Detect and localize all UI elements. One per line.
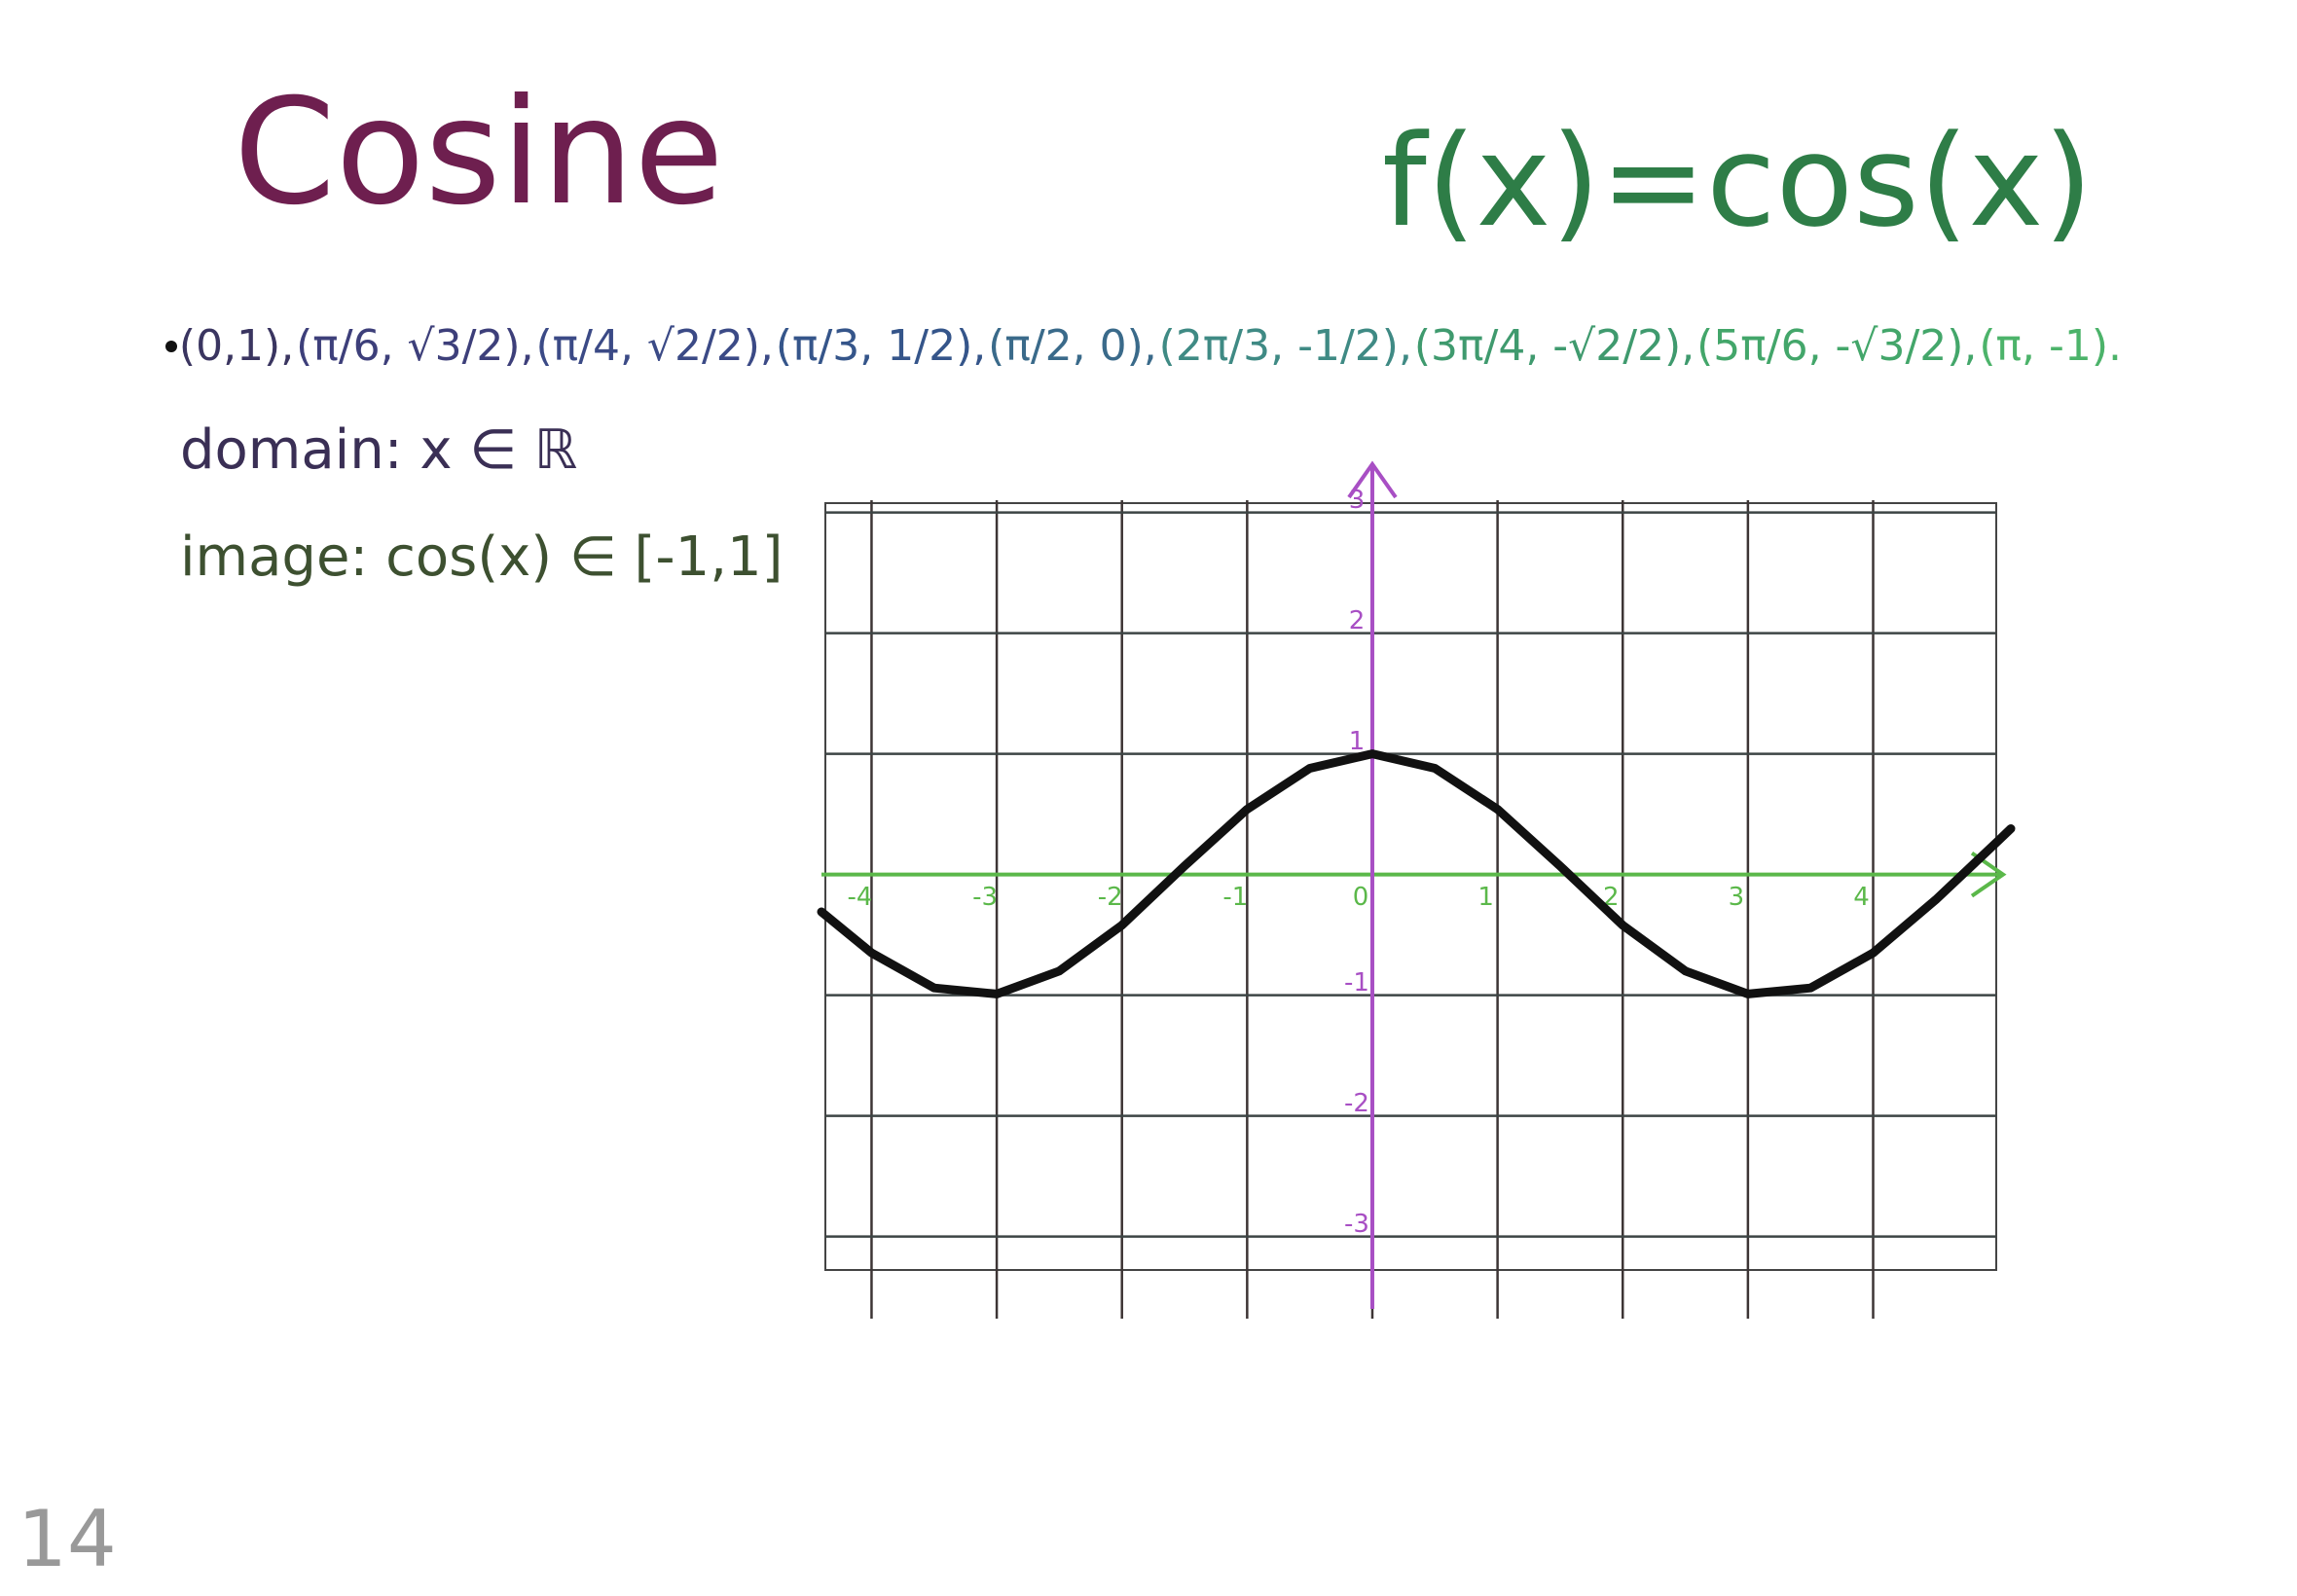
formula: f(x)=cos(x) (1382, 107, 2094, 255)
points-list: (0,1), (π/6, √3/2), (π/4, √2/2), (π/3, 1/2)… (165, 321, 2122, 371)
y-tick-label: -2 (1344, 1089, 1369, 1118)
curve (817, 749, 2016, 998)
x-tick-label: 4 (1853, 883, 1870, 912)
point-pair: (π/4, √2/2), (535, 321, 774, 371)
image: image: cos(x) ∈ [-1,1] (180, 526, 784, 589)
y-tick-label: 1 (1349, 727, 1366, 756)
y-tick-label: 3 (1349, 486, 1366, 515)
x-tick-label: -2 (1098, 883, 1123, 912)
x-tick-label: -1 (1222, 883, 1248, 912)
x-tick-label: -4 (847, 883, 872, 912)
point-pair: (π/3, 1/2), (775, 321, 987, 371)
grid-frame (824, 502, 1997, 1271)
point-pair: (π, -1). (1979, 321, 2122, 371)
point-pair: (π/6, √3/2), (296, 321, 534, 371)
title: Cosine (234, 68, 724, 237)
point-pair: (π/2, 0), (988, 321, 1157, 371)
x-tick-label: 1 (1477, 883, 1494, 912)
x-tick-label: -3 (972, 883, 998, 912)
domain: domain: x ∈ ℝ (180, 418, 578, 482)
point-pair: (0,1), (178, 321, 295, 371)
point-pair: (5π/6, -√3/2), (1696, 321, 1978, 371)
x-tick-label: 3 (1729, 883, 1745, 912)
y-tick-label: 2 (1349, 606, 1366, 635)
point-pair: (2π/3, -1/2), (1158, 321, 1412, 371)
x-tick-label: 0 (1353, 883, 1369, 912)
page-number: 14 (18, 1494, 117, 1584)
y-axis-arrow (1347, 460, 1398, 499)
point-pair: (3π/4, -√2/2), (1413, 321, 1695, 371)
y-tick-label: -1 (1344, 968, 1369, 998)
bullet (165, 340, 177, 352)
y-tick-label: -3 (1344, 1210, 1369, 1239)
